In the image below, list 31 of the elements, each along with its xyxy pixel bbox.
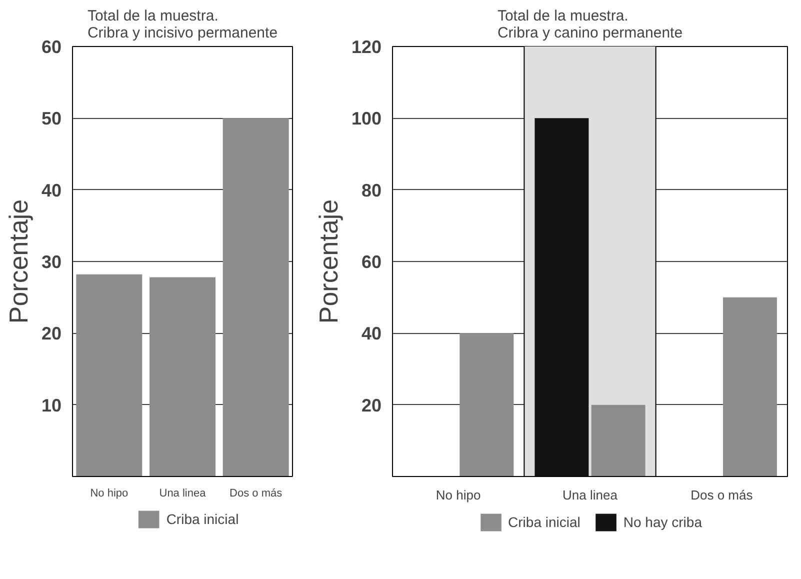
y-tick-label: 100 <box>351 108 382 129</box>
y-tick-label: 10 <box>41 395 62 416</box>
x-tick-label: Una linea <box>562 488 618 502</box>
x-tick-label: No hipo <box>436 488 481 502</box>
bar <box>222 118 289 476</box>
chart-title: Total de la muestra. Cribra y incisivo permanente <box>87 8 278 42</box>
y-tick-label: 120 <box>351 37 382 57</box>
y-tick-label: 30 <box>41 252 62 272</box>
y-tick-label: 40 <box>41 180 62 200</box>
y-tick-label: 60 <box>361 252 382 272</box>
legend-label: No hay criba <box>623 514 702 530</box>
x-tick-label: No hipo <box>90 488 128 500</box>
y-tick-label: 60 <box>41 37 62 57</box>
x-tick-label: Dos o más <box>690 488 754 502</box>
x-tick-label: Una linea <box>159 488 207 500</box>
y-axis-title: Porcentaje <box>3 199 34 324</box>
bar <box>76 274 142 476</box>
y-tick-label: 80 <box>361 180 382 200</box>
bar <box>722 297 777 476</box>
x-tick-label: Dos o más <box>230 488 283 500</box>
y-tick-label: 20 <box>361 395 382 416</box>
y-tick-label: 40 <box>361 324 382 344</box>
y-tick-label: 20 <box>41 324 62 344</box>
bar <box>460 333 514 476</box>
legend-label: Criba inicial <box>166 511 239 527</box>
chart-title: Total de la muestra. Cribra y canino permanente <box>497 8 683 42</box>
y-axis-title: Porcentaje <box>313 199 344 324</box>
bar <box>150 277 216 476</box>
y-tick-label: 50 <box>41 108 62 129</box>
legend-label: Criba inicial <box>508 514 580 530</box>
bar <box>591 404 646 476</box>
